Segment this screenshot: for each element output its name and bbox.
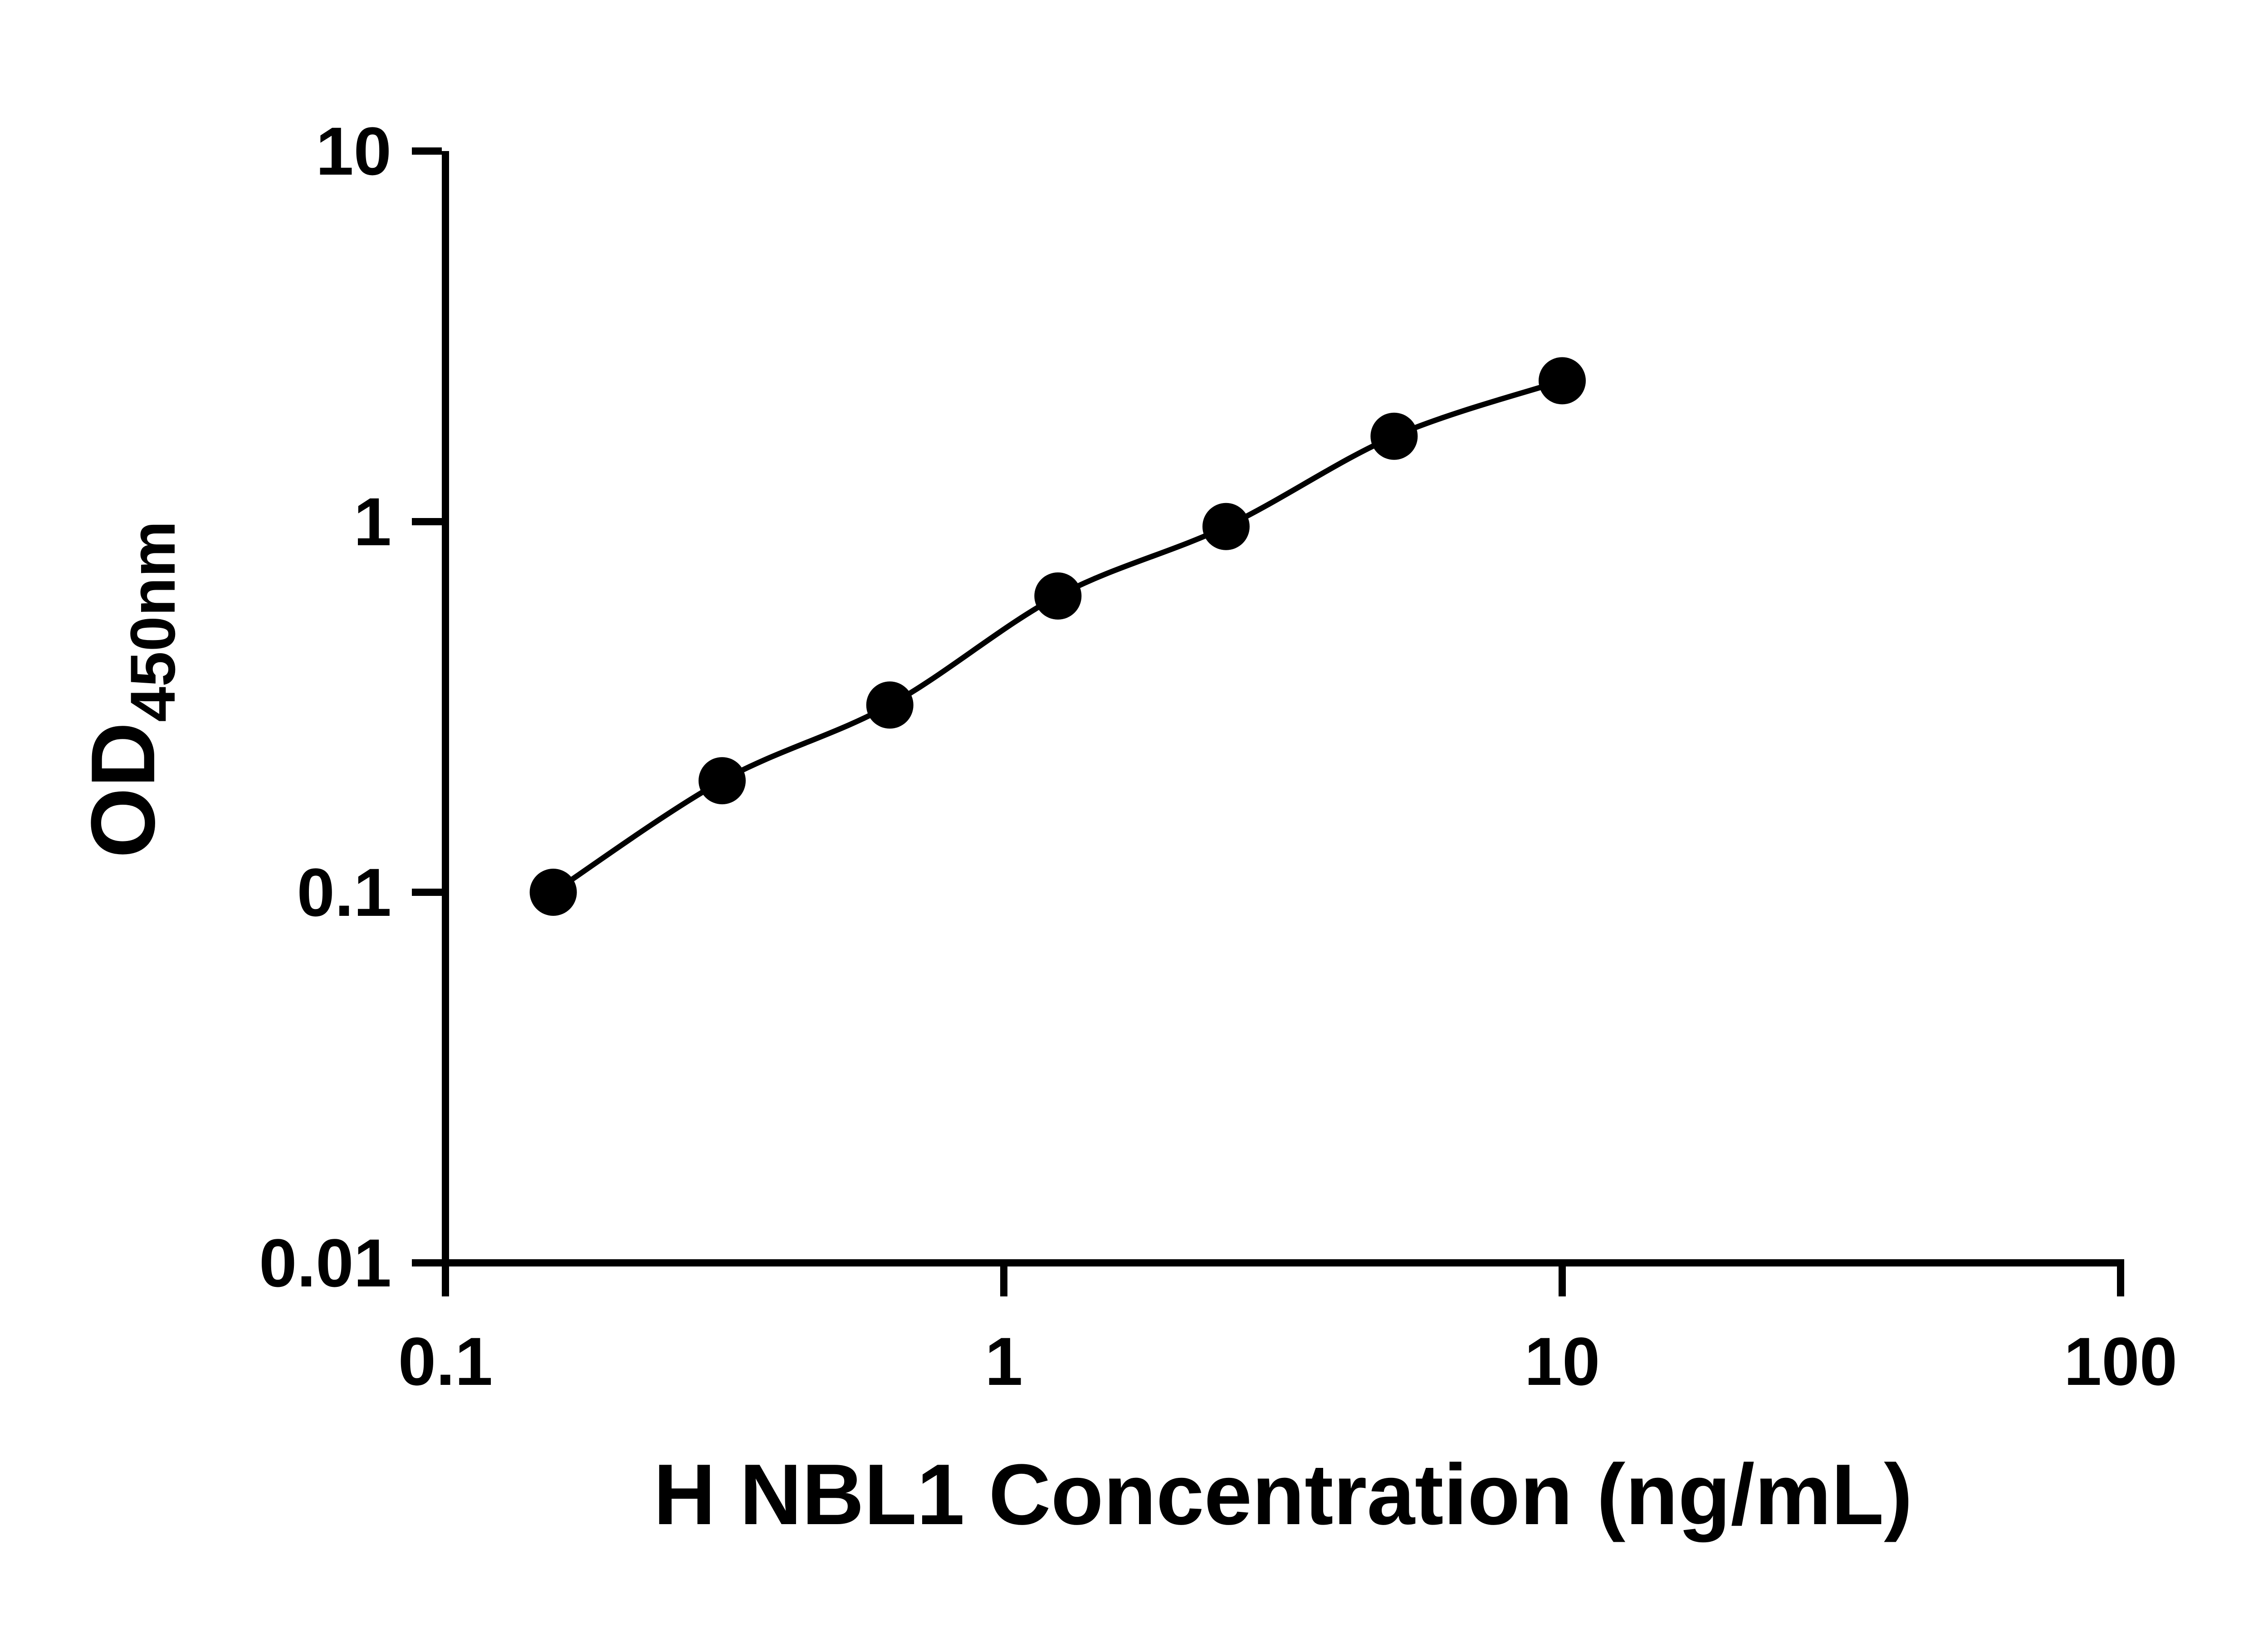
y-axis-title-subscript: 450nm	[117, 521, 188, 722]
y-axis-title-main: OD	[73, 722, 174, 858]
y-axis-title: OD450nm	[73, 521, 188, 858]
data-point-marker	[1539, 357, 1586, 405]
x-axis-tick-label: 0.1	[398, 1323, 493, 1399]
x-axis-tick-label: 100	[2064, 1323, 2177, 1399]
standard-curve-line	[552, 378, 1563, 895]
y-axis-tick-label: 1	[354, 484, 391, 560]
data-point-marker	[866, 681, 914, 729]
y-axis-tick-label: 0.01	[259, 1225, 391, 1301]
y-axis-tick-label: 0.1	[297, 854, 391, 930]
x-axis-tick-label: 10	[1525, 1323, 1600, 1399]
data-point-marker	[1034, 572, 1082, 620]
x-axis-tick-label: 1	[985, 1323, 1022, 1399]
x-axis-title: H NBL1 Concentration (ng/mL)	[654, 1447, 1913, 1543]
y-axis-tick-label: 10	[316, 113, 391, 189]
data-point-marker	[1370, 412, 1418, 460]
data-point-marker	[1202, 503, 1250, 550]
data-point-marker	[699, 757, 746, 805]
data-point-marker	[529, 869, 577, 916]
